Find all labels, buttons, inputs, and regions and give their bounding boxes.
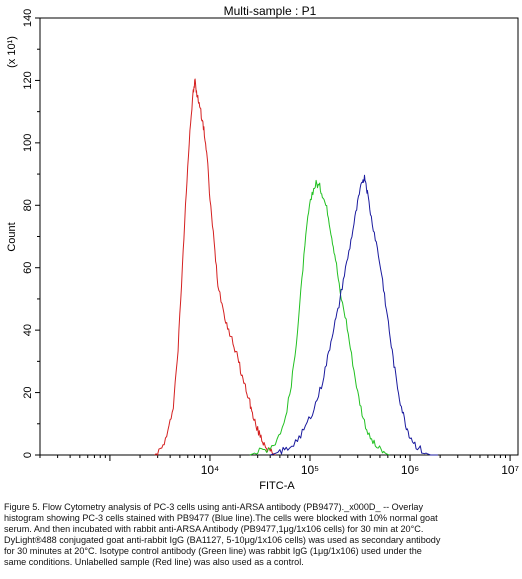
caption-line: Figure 5. Flow Cytometry analysis of PC-… — [4, 502, 423, 512]
x-tick-label: 10⁷ — [501, 463, 519, 477]
caption-line: histogram showing PC-3 cells stained wit… — [4, 513, 438, 524]
y-tick-label: 120 — [22, 71, 34, 89]
y-tick-label: 80 — [22, 199, 34, 211]
x-tick-label: 10⁶ — [401, 463, 419, 477]
caption-line: DyLight®488 conjugated goat anti-rabbit … — [4, 535, 441, 546]
caption-line: for 30 minutes at 20°C. Isotype control … — [4, 546, 422, 557]
y-tick-label: 0 — [22, 452, 34, 458]
caption-line: same conditions. Unlabelled sample (Red … — [4, 557, 304, 568]
flow-cytometry-histogram: Multi-sample : P1 0 20 40 60 80 100 120 140 10⁴… — [6, 4, 519, 492]
y-axis-label: Count — [6, 222, 18, 251]
figure-caption: Figure 5. Flow Cytometry analysis of PC-… — [4, 502, 516, 569]
y-tick-label: 60 — [22, 262, 34, 274]
histogram-series-line — [249, 179, 390, 456]
y-axis: 0 20 40 60 80 100 120 140 — [22, 9, 40, 458]
x-tick-label: 10⁴ — [201, 463, 220, 477]
y-tick-label: 40 — [22, 324, 34, 336]
plot-frame — [39, 17, 519, 456]
x-axis: 10⁴ 10⁵ 10⁶ 10⁷ — [39, 455, 519, 477]
x-axis-label: FITC-A — [259, 480, 295, 492]
y-tick-label: 20 — [22, 386, 34, 398]
y-multiplier-label: (x 10¹) — [6, 36, 18, 68]
series-layer — [154, 78, 438, 456]
x-tick-label: 10⁵ — [301, 463, 319, 477]
y-tick-label: 140 — [22, 9, 34, 27]
y-tick-label: 100 — [22, 134, 34, 152]
histogram-series-line — [154, 78, 276, 456]
histogram-series-line — [270, 174, 438, 456]
chart-title: Multi-sample : P1 — [224, 4, 317, 18]
caption-line: serum. And then incubated with rabbit an… — [4, 524, 424, 535]
